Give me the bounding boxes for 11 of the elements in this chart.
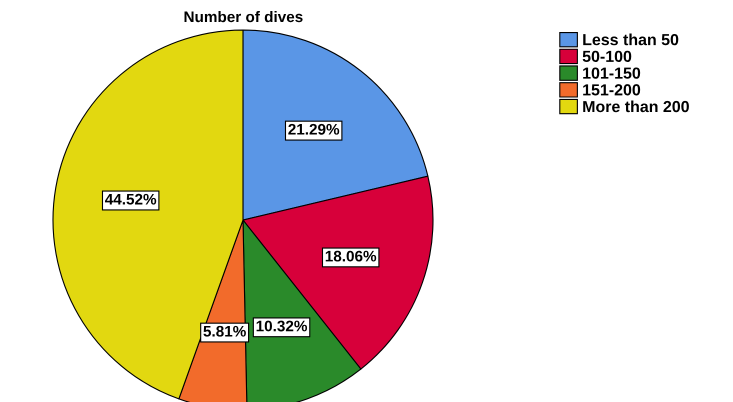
data-label: 44.52% xyxy=(105,194,156,205)
legend-label: Less than 50 xyxy=(583,34,678,46)
chart-title: Number of dives xyxy=(184,10,303,22)
data-label: 18.06% xyxy=(326,250,376,262)
legend-label: 50-100 xyxy=(582,50,632,62)
data-label: 10.32% xyxy=(256,320,308,332)
legend-label: More than 200 xyxy=(583,100,689,112)
data-label: 5.81% xyxy=(203,326,246,337)
legend-label: 151-200 xyxy=(583,84,640,96)
legend-label: 101-150 xyxy=(583,67,640,79)
data-label: 21.29% xyxy=(288,124,340,135)
